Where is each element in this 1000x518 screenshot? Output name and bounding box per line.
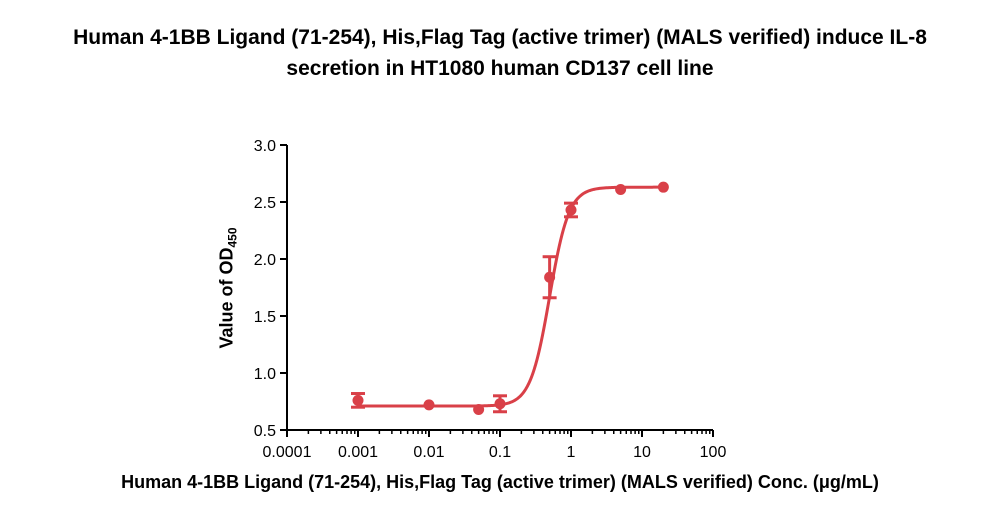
x-axis-label: Human 4-1BB Ligand (71-254), His,Flag Ta… — [121, 472, 879, 492]
data-point — [494, 398, 506, 410]
y-tick-label: 1.0 — [254, 366, 276, 383]
y-tick-label: 1.5 — [254, 309, 276, 326]
y-axis-label: Value of OD450 — [217, 227, 240, 348]
y-tick-label: 2.5 — [254, 195, 276, 212]
data-point — [565, 204, 577, 216]
x-tick-label: 0.01 — [413, 444, 444, 461]
x-tick-label: 100 — [700, 444, 727, 461]
x-tick-label: 10 — [633, 444, 651, 461]
fit-curve — [358, 185, 664, 408]
data-point — [423, 399, 435, 411]
chart-title-line-2: secretion in HT1080 human CD137 cell lin… — [286, 57, 714, 80]
x-tick-label: 0.1 — [489, 444, 511, 461]
data-point — [352, 394, 364, 406]
x-tick-label: 0.001 — [338, 444, 378, 461]
data-point — [544, 271, 556, 283]
x-tick-label: 1 — [567, 444, 576, 461]
y-axis-label-subscript: 450 — [225, 227, 240, 248]
y-axis-label-main: Value of OD — [216, 247, 237, 349]
y-tick-label: 3.0 — [254, 138, 276, 155]
x-tick-label: 0.0001 — [263, 444, 312, 461]
y-tick-label: 0.5 — [254, 423, 276, 440]
data-point — [657, 181, 669, 193]
chart-title: Human 4-1BB Ligand (71-254), His,Flag Ta… — [0, 22, 1000, 84]
chart-title-line-1: Human 4-1BB Ligand (71-254), His,Flag Ta… — [73, 26, 927, 49]
data-point — [615, 183, 627, 195]
y-tick-label: 2.0 — [254, 252, 276, 269]
data-point — [473, 403, 485, 415]
